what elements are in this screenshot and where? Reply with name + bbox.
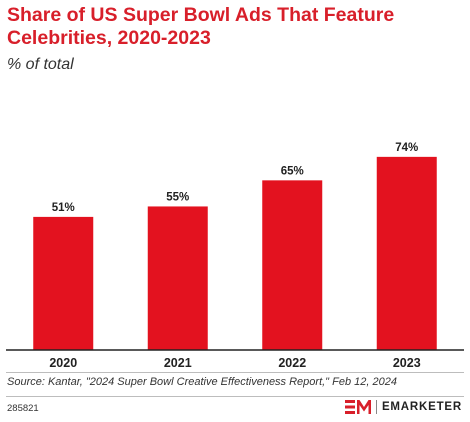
value-label-2022: 65% (281, 165, 304, 177)
value-label-2023: 74% (395, 142, 418, 154)
x-tick-2021: 2021 (164, 356, 192, 370)
bar-2020 (33, 216, 94, 350)
bar-2023 (376, 156, 437, 350)
source-divider (6, 372, 464, 373)
bar-chart: 51% 2020 55% 2021 65% 2022 74% 2023 (6, 142, 464, 370)
x-tick-2022: 2022 (278, 356, 306, 370)
chart-subtitle: % of total (7, 56, 74, 73)
emarketer-logo: EMARKETER (344, 399, 462, 415)
x-tick-2020: 2020 (49, 356, 77, 370)
x-tick-2023: 2023 (393, 356, 421, 370)
logo-separator (375, 400, 377, 414)
source-note: Source: Kantar, "2024 Super Bowl Creativ… (7, 376, 397, 388)
chart-title: Share of US Super Bowl Ads That Feature … (7, 4, 395, 49)
bar-2021 (147, 206, 208, 350)
bar-2022 (262, 180, 323, 350)
chart-id: 285821 (7, 403, 39, 414)
value-label-2020: 51% (52, 202, 75, 214)
em-logo-icon (344, 400, 371, 414)
value-label-2021: 55% (166, 191, 189, 203)
brand-name: EMARKETER (381, 401, 462, 413)
footer-divider (6, 396, 464, 397)
